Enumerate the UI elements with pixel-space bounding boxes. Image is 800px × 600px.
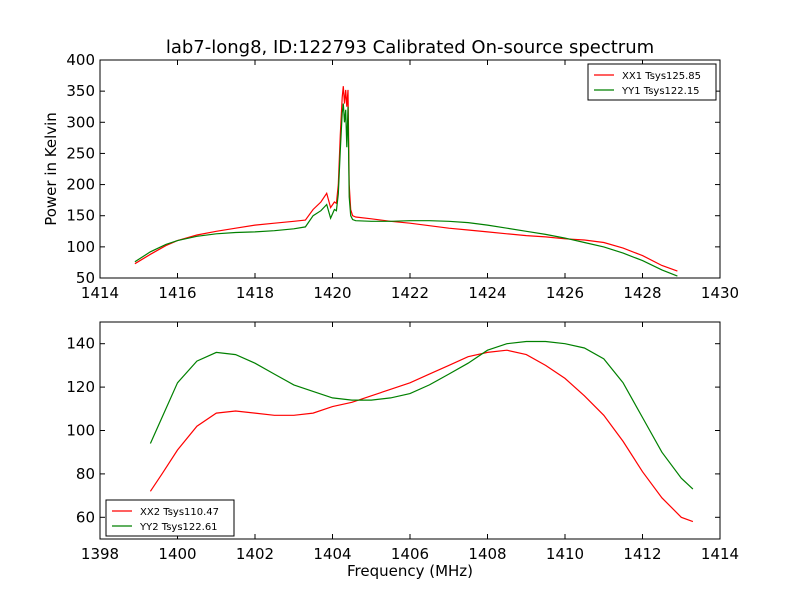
y-tick-label: 400: [66, 51, 95, 69]
y-tick-label: 100: [66, 422, 95, 440]
y-tick-label: 60: [76, 508, 95, 526]
legend: XX1 Tsys125.85 YY1 Tsys122.15: [587, 63, 717, 101]
y-tick-label: 140: [66, 335, 95, 353]
x-tick-label: 1408: [468, 545, 506, 563]
legend: XX2 Tsys110.47 YY2 Tsys122.61: [105, 499, 235, 537]
y-tick-label: 100: [66, 238, 95, 256]
y-tick-label: 150: [66, 207, 95, 225]
x-tick-label: 1426: [546, 284, 584, 302]
x-tick-label: 1430: [701, 284, 739, 302]
x-tick-label: 1414: [81, 284, 119, 302]
y-tick-label: 50: [76, 269, 95, 287]
y-tick-label: 120: [66, 378, 95, 396]
x-tick-label: 1420: [313, 284, 351, 302]
x-tick-label: 1416: [158, 284, 196, 302]
legend-entry-label: XX2 Tsys110.47: [140, 507, 219, 518]
series-line-2: [134, 103, 678, 277]
x-tick-label: 1428: [623, 284, 661, 302]
legend-entry-label: XX1 Tsys125.85: [622, 71, 701, 82]
x-tick-label: 1418: [236, 284, 274, 302]
y-axis-label: Power in Kelvin: [42, 112, 60, 226]
x-axis-label: Frequency (MHz): [347, 562, 473, 580]
chart-title: lab7-long8, ID:122793 Calibrated On-sour…: [166, 37, 654, 58]
x-tick-label: 1414: [701, 545, 739, 563]
legend-entry-label: YY1 Tsys122.15: [621, 86, 700, 97]
top-plot: 1414 1416 1418 1420 1422 1424 1426 1428 1430 50 10…: [42, 51, 739, 302]
x-tick-label: 1404: [313, 545, 351, 563]
y-tick-label: 300: [66, 113, 95, 131]
x-tick-label: 1402: [236, 545, 274, 563]
series-line-1: [149, 349, 694, 523]
legend-box: [587, 63, 717, 101]
legend-box: [105, 499, 235, 537]
y-tick-label: 250: [66, 144, 95, 162]
series-line-1: [134, 86, 678, 272]
x-tick-label: 1398: [81, 545, 119, 563]
x-tick-label: 1424: [468, 284, 506, 302]
legend-entry-label: YY2 Tsys122.61: [139, 522, 218, 533]
bottom-plot: 1398 1400 1402 1404 1406 1408 1410 1412 1414 60 80…: [66, 321, 739, 563]
x-tick-label: 1410: [546, 545, 584, 563]
series-line-2: [149, 340, 694, 490]
x-tick-label: 1422: [391, 284, 429, 302]
x-tick-label: 1412: [623, 545, 661, 563]
y-tick-label: 350: [66, 82, 95, 100]
y-tick-label: 200: [66, 176, 95, 194]
x-tick-label: 1406: [391, 545, 429, 563]
x-tick-label: 1400: [158, 545, 196, 563]
y-tick-label: 80: [76, 465, 95, 483]
